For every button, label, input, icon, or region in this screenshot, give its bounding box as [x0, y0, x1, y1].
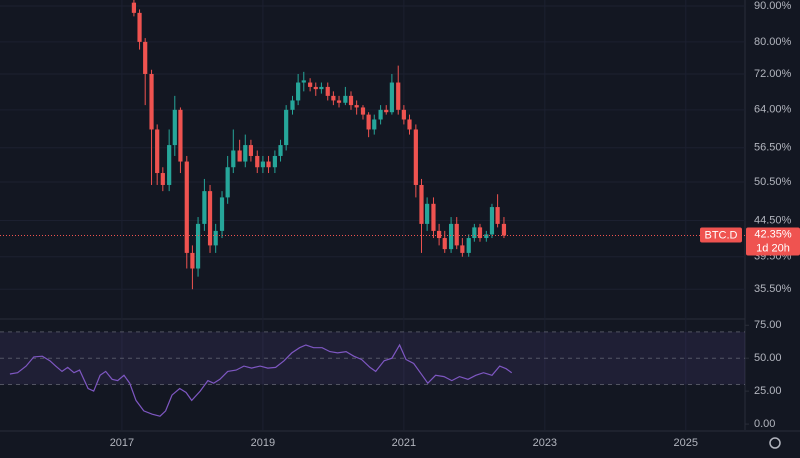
countdown-label: 1d 20h	[756, 242, 790, 254]
candle-body	[308, 82, 313, 87]
candle-body	[477, 227, 483, 239]
candle-body	[343, 95, 348, 103]
candle-body	[260, 161, 265, 168]
candle-body	[237, 150, 242, 162]
candle-body	[131, 2, 137, 13]
settings-icon[interactable]	[769, 437, 781, 449]
candle-body	[396, 82, 401, 110]
candle-body	[231, 150, 236, 168]
candle-body	[266, 161, 271, 168]
candle-body	[278, 145, 283, 156]
candle-body	[413, 129, 418, 185]
candle-body	[325, 86, 330, 96]
candle-body	[401, 109, 406, 120]
candle-body	[460, 245, 465, 253]
y-tick-label: 90.00%	[754, 0, 792, 12]
candle-body	[378, 109, 383, 120]
candle-body	[301, 80, 306, 83]
x-tick-label: 2023	[533, 437, 557, 449]
candle-body	[255, 155, 260, 168]
candle-body	[466, 238, 471, 253]
candle-body	[207, 191, 213, 246]
candle-body	[484, 234, 489, 239]
candle-body	[284, 109, 289, 146]
candle-body	[137, 12, 142, 42]
x-tick-label: 2025	[674, 437, 698, 449]
candle-body	[425, 203, 430, 224]
symbol-tag	[700, 227, 742, 243]
x-tick-label: 2017	[110, 437, 134, 449]
candle-body	[495, 207, 500, 224]
candle-body	[219, 197, 225, 231]
candle-body	[348, 95, 354, 106]
candle-body	[202, 191, 207, 224]
candle-body	[160, 173, 165, 185]
candle-body	[472, 227, 477, 239]
candle-body	[272, 155, 277, 168]
price-tag	[746, 227, 800, 256]
candle-body	[167, 145, 172, 185]
candle-body	[419, 184, 424, 224]
y-tick-label: 25.00	[754, 385, 782, 397]
candle-body	[442, 238, 447, 250]
candle-body	[384, 109, 389, 113]
y-tick-label: 35.50%	[754, 283, 792, 295]
candle-body	[360, 107, 366, 115]
candle-body	[213, 230, 218, 246]
symbol-label: BTC.D	[705, 229, 738, 241]
candle-body	[454, 223, 459, 246]
y-tick-label: 64.00%	[754, 104, 792, 116]
candle-body	[290, 100, 295, 110]
x-tick-label: 2019	[251, 437, 275, 449]
candle-body	[331, 95, 336, 101]
candle-body	[248, 145, 254, 156]
candle-body	[172, 109, 177, 146]
rsi-line	[9, 343, 513, 417]
y-tick-label: 44.50%	[754, 214, 792, 226]
x-tick-label: 2021	[392, 437, 416, 449]
candle-body	[354, 105, 359, 108]
candle-body	[143, 41, 148, 74]
candle-body	[407, 119, 412, 130]
candle-body	[319, 86, 324, 90]
gear[interactable]	[769, 437, 781, 449]
candle-body	[184, 161, 189, 253]
y-tick-label: 0.00	[754, 418, 775, 430]
y-tick-label: 50.50%	[754, 176, 792, 188]
candle-body	[366, 114, 371, 130]
candle-body	[195, 223, 201, 269]
candle-body	[313, 86, 318, 90]
y-tick-label: 50.00	[754, 352, 782, 364]
candle-body	[178, 109, 183, 162]
candle-body	[190, 252, 195, 269]
candle-body	[489, 207, 495, 235]
y-tick-label: 80.00%	[754, 36, 792, 48]
candle-body	[149, 73, 154, 130]
candle-body	[296, 82, 301, 101]
candle-body	[389, 82, 394, 113]
candle-body	[336, 100, 342, 103]
y-tick-label: 56.50%	[754, 142, 792, 154]
candle-body	[155, 129, 160, 174]
y-tick-label: 72.00%	[754, 68, 792, 80]
candle-body	[372, 119, 377, 130]
candle-body	[501, 223, 507, 236]
candle-body	[225, 167, 230, 198]
candle-body	[431, 203, 436, 231]
candle-body	[448, 223, 454, 250]
y-tick-label: 75.00	[754, 319, 782, 331]
price-label: 42.35%	[754, 228, 792, 240]
candle-body	[243, 145, 248, 162]
candle-body	[437, 230, 442, 239]
